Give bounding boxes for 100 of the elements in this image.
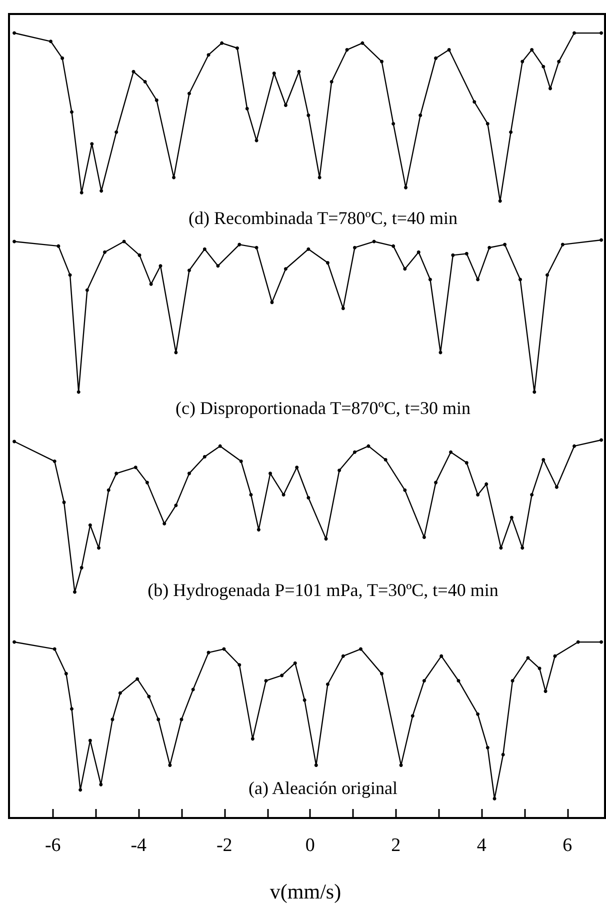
point	[345, 48, 349, 52]
point	[572, 31, 576, 35]
point	[498, 199, 502, 203]
point	[384, 458, 388, 462]
point	[434, 480, 438, 484]
point	[80, 566, 84, 570]
point	[422, 678, 426, 682]
point	[245, 106, 249, 110]
point	[239, 460, 243, 464]
point	[518, 278, 522, 282]
point	[492, 796, 496, 800]
point	[509, 130, 513, 134]
point	[12, 640, 16, 644]
point	[554, 485, 558, 489]
point	[499, 546, 503, 550]
point	[520, 60, 524, 64]
text: (b) Hydrogenada P=101 mPa, T=30ºC, t=40 min	[148, 580, 498, 600]
x-axis-title: v(mm/s)	[270, 880, 342, 904]
point	[486, 122, 490, 126]
point	[434, 56, 438, 60]
point	[52, 460, 56, 464]
point	[338, 468, 342, 472]
point	[172, 176, 176, 180]
point	[156, 718, 160, 722]
point	[324, 537, 328, 541]
point	[600, 238, 604, 242]
point	[202, 454, 206, 458]
point	[302, 698, 306, 702]
point	[510, 516, 514, 520]
point	[501, 752, 505, 756]
point	[553, 654, 557, 658]
point	[314, 763, 318, 767]
point	[306, 496, 310, 500]
point	[510, 678, 514, 682]
point	[484, 482, 488, 486]
point	[341, 654, 345, 658]
point	[132, 70, 136, 74]
point	[206, 53, 210, 57]
point	[572, 444, 576, 448]
point	[542, 64, 546, 68]
point	[56, 244, 60, 248]
point	[238, 663, 242, 667]
point	[532, 390, 536, 394]
point	[187, 472, 191, 476]
point	[280, 674, 284, 678]
point	[236, 46, 239, 50]
point	[191, 688, 195, 692]
point	[134, 466, 138, 470]
point	[488, 246, 492, 250]
point	[380, 672, 384, 676]
point	[106, 488, 110, 492]
point	[154, 98, 158, 102]
point	[476, 712, 480, 716]
x-tick-label: -6	[44, 835, 61, 856]
point	[48, 40, 52, 44]
point	[440, 654, 444, 658]
point	[352, 450, 356, 454]
point	[476, 278, 480, 282]
point	[341, 306, 345, 310]
point	[174, 504, 178, 508]
point	[114, 130, 118, 134]
x-tick-label: -2	[216, 835, 232, 856]
point	[70, 707, 74, 711]
point	[187, 268, 191, 272]
point	[270, 300, 274, 304]
x-tick-label: -4	[130, 835, 148, 856]
point	[306, 247, 310, 251]
point	[520, 546, 524, 550]
x-tick-label: 0	[305, 835, 315, 856]
point	[254, 246, 258, 250]
x-tick-label: 2	[391, 835, 401, 856]
point	[174, 350, 178, 354]
point	[216, 264, 220, 268]
point	[428, 278, 432, 282]
text: (c) Disproportionada T=870ºC, t=30 min	[175, 398, 471, 418]
point	[218, 444, 222, 448]
point	[187, 92, 191, 96]
point	[449, 450, 453, 454]
point	[403, 267, 407, 271]
point	[330, 80, 334, 84]
point	[326, 261, 330, 265]
x-tick-label: 6	[562, 835, 572, 856]
point	[12, 440, 16, 444]
point	[202, 247, 206, 251]
point	[447, 48, 451, 52]
point	[486, 746, 490, 750]
point	[76, 390, 80, 394]
point	[600, 438, 604, 442]
point	[293, 661, 297, 665]
point	[403, 488, 407, 492]
point	[114, 472, 118, 476]
point	[88, 738, 92, 742]
point	[250, 737, 254, 741]
point	[12, 31, 16, 35]
text: (d) Recombinada T=780ºC, t=40 min	[188, 208, 458, 228]
point	[451, 253, 455, 257]
point	[306, 114, 310, 118]
point	[145, 480, 149, 484]
point	[52, 647, 56, 651]
point	[576, 640, 580, 644]
